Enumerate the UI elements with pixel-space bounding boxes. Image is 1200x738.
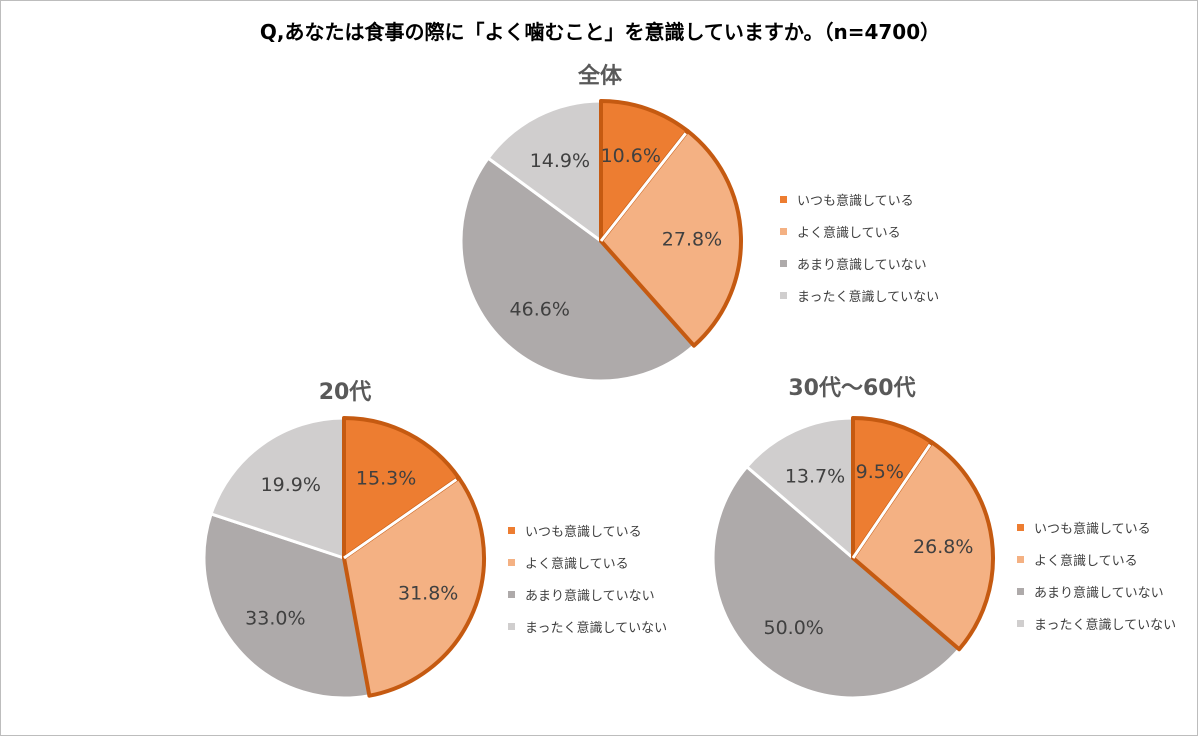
pie-slice-often (599, 128, 743, 348)
pie-slice-rarely (202, 512, 371, 700)
legend-label: あまり意識していない (525, 589, 655, 604)
pie-data-label-often: 27.8% (662, 228, 722, 250)
legend-label: まったく意識していない (525, 621, 668, 636)
legend-item-never: まったく意識していない (508, 613, 667, 645)
legend-label: あまり意識していない (1034, 586, 1164, 601)
pie-title-30s-60s: 30代〜60代 (788, 376, 916, 401)
legend-label: まったく意識していない (797, 290, 940, 305)
pie-data-label-rarely: 50.0% (764, 617, 824, 639)
legend-label: よく意識している (797, 226, 901, 241)
pie-slice-always (342, 416, 461, 560)
legend-item-never: まったく意識していない (780, 282, 939, 314)
legend-swatch-always (780, 196, 787, 203)
pie-slice-never (745, 416, 855, 560)
legend-label: よく意識している (1034, 554, 1138, 569)
legend-swatch-never (1017, 620, 1024, 627)
legend-label: まったく意識していない (1034, 618, 1177, 633)
pie-data-label-always: 10.6% (601, 145, 661, 167)
legend-label: あまり意識していない (797, 258, 927, 273)
legend-overall: いつも意識している よく意識している あまり意識していない まったく意識していな… (780, 186, 939, 314)
legend-20s: いつも意識している よく意識している あまり意識していない まったく意識していな… (508, 517, 667, 645)
pie-separator (343, 478, 458, 560)
legend-item-often: よく意識している (1017, 546, 1176, 578)
pie-separator (851, 443, 932, 559)
pie-slice-often (342, 475, 486, 698)
legend-swatch-often (508, 559, 515, 566)
legend-label: いつも意識している (1034, 522, 1151, 537)
pie-slice-never (486, 99, 603, 243)
legend-item-often: よく意識している (780, 218, 939, 250)
legend-label: いつも意識している (525, 525, 642, 540)
legend-item-never: まったく意識していない (1017, 610, 1176, 642)
pie-data-label-rarely: 33.0% (245, 608, 305, 630)
legend-item-always: いつも意識している (1017, 514, 1176, 546)
legend-label: よく意識している (525, 557, 629, 572)
pie-slice-often (851, 440, 995, 652)
legend-item-often: よく意識している (508, 549, 667, 581)
pie-data-label-never: 13.7% (785, 465, 845, 487)
legend-swatch-often (1017, 556, 1024, 563)
pie-slice-rarely (459, 156, 696, 383)
legend-30s-60s: いつも意識している よく意識している あまり意識していない まったく意識していな… (1017, 514, 1176, 642)
legend-swatch-rarely (780, 260, 787, 267)
legend-swatch-never (508, 623, 515, 630)
pie-title-20s: 20代 (318, 380, 372, 405)
pie-separator (599, 132, 687, 242)
pie-data-label-rarely: 46.6% (510, 298, 570, 320)
legend-swatch-always (1017, 524, 1024, 531)
legend-item-rarely: あまり意識していない (508, 581, 667, 613)
pie-data-label-never: 14.9% (530, 150, 590, 172)
legend-item-always: いつも意識している (780, 186, 939, 218)
legend-item-rarely: あまり意識していない (780, 250, 939, 282)
pie-data-label-never: 19.9% (261, 474, 321, 496)
legend-item-rarely: あまり意識していない (1017, 578, 1176, 610)
pie-slice-always (599, 99, 690, 243)
legend-swatch-rarely (508, 591, 515, 598)
pie-data-label-often: 26.8% (913, 536, 973, 558)
legend-item-always: いつも意識している (508, 517, 667, 549)
pie-slice-rarely (711, 465, 961, 700)
pie-data-label-often: 31.8% (398, 583, 458, 605)
legend-swatch-always (508, 527, 515, 534)
legend-label: いつも意識している (797, 194, 914, 209)
legend-swatch-never (780, 292, 787, 299)
legend-swatch-rarely (1017, 588, 1024, 595)
pie-data-label-always: 9.5% (856, 461, 904, 483)
pie-slice-never (209, 416, 346, 560)
pie-title-overall: 全体 (577, 64, 622, 89)
pie-data-label-always: 15.3% (356, 467, 416, 489)
legend-swatch-often (780, 228, 787, 235)
main-title: Q,あなたは食事の際に「よく噛むこと」を意識していますか。（n=4700） (259, 20, 941, 44)
